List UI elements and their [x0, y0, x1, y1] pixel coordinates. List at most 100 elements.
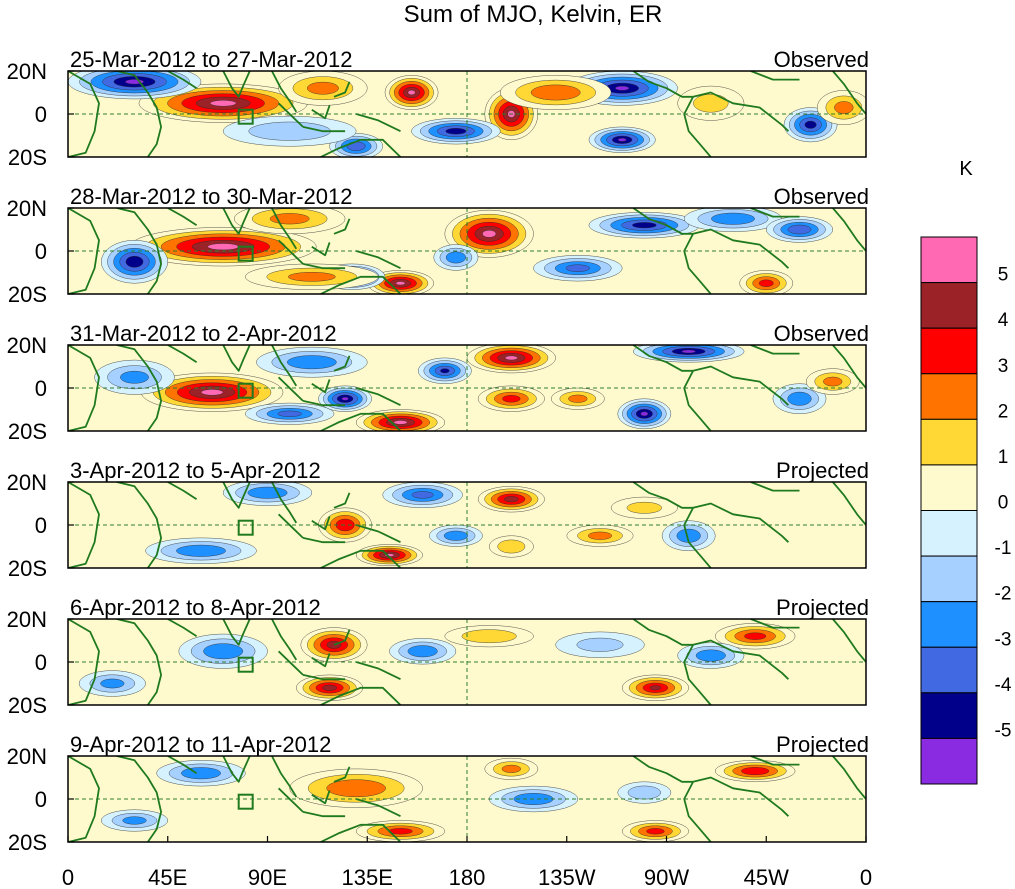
coastline — [167, 756, 198, 774]
contour-level — [758, 279, 774, 287]
panel-date-range: 28-Mar-2012 to 30-Mar-2012 — [70, 184, 352, 209]
anomaly-blob — [145, 537, 257, 564]
lat-tick-label: 20N — [7, 333, 47, 358]
contour-level — [627, 785, 661, 800]
lat-tick-label: 20S — [8, 145, 47, 170]
colorbar-swatch — [920, 510, 978, 557]
lat-tick-label: 20N — [7, 59, 47, 84]
coastline — [302, 126, 346, 133]
colorbar-label: 1 — [998, 447, 1009, 468]
anomaly-field — [68, 71, 866, 157]
coastline — [302, 400, 346, 407]
contour-level — [834, 101, 854, 114]
coastline — [692, 365, 790, 406]
lon-tick-label: 0 — [860, 865, 872, 889]
coastline — [222, 71, 251, 98]
colorbar: K 5 4 3 2 1 0 -1 -2 -3 -4 -5 — [920, 158, 1012, 785]
contour-level — [617, 138, 627, 142]
contour-level — [341, 396, 349, 401]
colorbar-swatch — [920, 282, 978, 329]
anomaly-blob — [94, 359, 175, 395]
region-box — [237, 656, 254, 673]
colorbar-label: -3 — [995, 629, 1012, 650]
panel-5: 20N 0 20S 6-Apr-2012 to 8-Apr-2012 Projected — [7, 595, 869, 718]
anomaly-blob — [805, 368, 860, 395]
colorbar-swatch — [920, 236, 978, 284]
coastline — [333, 81, 351, 98]
coastline — [632, 71, 694, 98]
lon-tick-label: 180 — [449, 865, 486, 889]
anomaly-blob — [382, 482, 463, 508]
contour-level — [445, 128, 467, 135]
contour-level — [640, 411, 649, 417]
contour-level — [503, 496, 519, 503]
coastline — [333, 355, 351, 372]
lon-tick-label: 90W — [644, 865, 689, 889]
contour-level — [568, 394, 588, 403]
lat-tick-label: 20S — [8, 830, 47, 855]
panel-status: Observed — [774, 47, 869, 72]
contour-level — [711, 212, 755, 225]
anomaly-blob — [477, 486, 545, 513]
coastline — [311, 242, 331, 257]
anomaly-blob — [488, 535, 534, 558]
coastline — [355, 661, 401, 681]
contour-level — [407, 89, 416, 96]
contour-level — [207, 243, 239, 251]
coastline — [167, 482, 198, 500]
anomaly-blob — [411, 118, 501, 145]
anomaly-blob — [222, 115, 357, 147]
panel-status: Projected — [776, 458, 869, 483]
coastlines — [68, 208, 866, 294]
coastline — [355, 387, 401, 407]
coastline — [632, 345, 694, 372]
colorbar-label: -2 — [995, 584, 1012, 605]
colorbar-swatch — [920, 464, 978, 511]
coastlines — [68, 71, 866, 157]
coastline — [320, 823, 402, 842]
coastline — [167, 208, 198, 226]
anomaly-blob — [129, 227, 317, 267]
coastline — [750, 71, 800, 81]
anomaly-blob — [633, 345, 745, 363]
contour-level — [741, 767, 770, 775]
coastline — [320, 412, 402, 431]
contour-level — [632, 222, 657, 229]
coastline — [271, 619, 298, 661]
anomaly-blob — [389, 638, 457, 665]
lat-tick-label: 20S — [8, 556, 47, 581]
coastline — [692, 91, 790, 132]
panel-status: Projected — [776, 595, 869, 620]
anomaly-blob — [772, 383, 827, 415]
colorbar-units: K — [959, 158, 973, 180]
contour-level — [411, 491, 434, 499]
coastline — [750, 619, 800, 629]
anomaly-blob — [715, 760, 796, 782]
contour-level — [288, 272, 336, 282]
colorbar-swatch — [920, 692, 978, 739]
lat-tick-label: 20N — [7, 470, 47, 495]
coastline — [167, 619, 198, 637]
lat-tick-label: 0 — [35, 513, 47, 538]
coastline — [277, 239, 304, 265]
coastline — [320, 138, 402, 157]
lat-tick-label: 20S — [8, 693, 47, 718]
contour-level — [505, 355, 518, 361]
anomaly-blob — [222, 482, 313, 506]
anomaly-blob — [715, 623, 796, 650]
anomaly-blob — [355, 409, 446, 431]
coastline — [333, 492, 351, 509]
coastline — [333, 218, 351, 235]
contour-level — [588, 531, 612, 540]
region-box — [237, 245, 254, 262]
anomaly-blob — [466, 345, 556, 374]
coastline — [68, 71, 100, 157]
contour-level — [744, 632, 767, 640]
colorbar-swatch — [920, 737, 978, 785]
coastline — [320, 686, 402, 705]
lat-tick-label: 0 — [35, 102, 47, 127]
panel-2: 20N 0 20S 28-Mar-2012 to 30-Mar-2012 Observe… — [7, 184, 869, 307]
region-box — [237, 382, 254, 399]
contour-level — [100, 678, 125, 689]
region-box — [237, 108, 254, 125]
